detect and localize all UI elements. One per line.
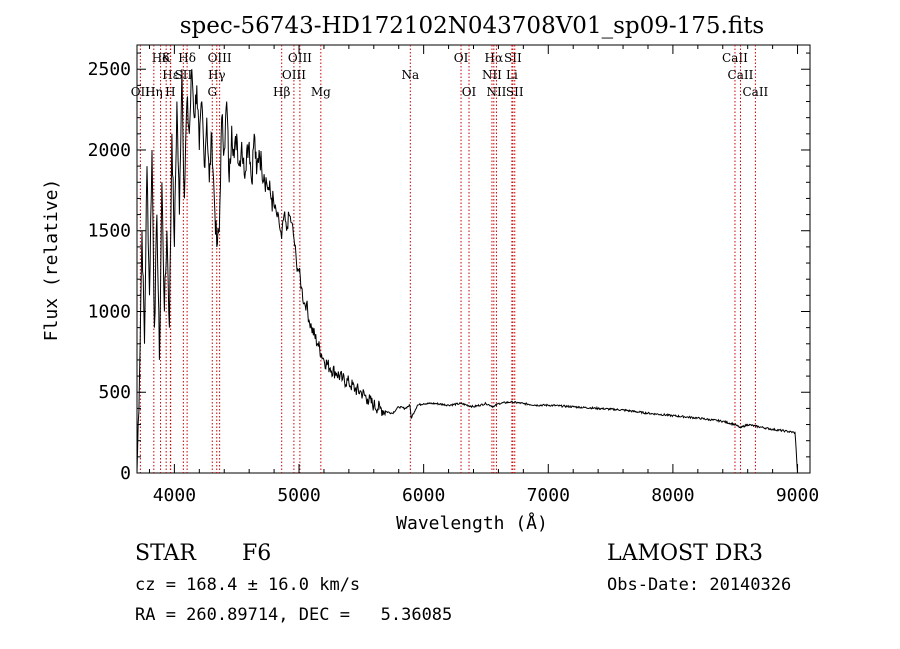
line-label: Hα: [485, 51, 504, 65]
y-tick-label: 1500: [88, 221, 131, 242]
line-label: CaII: [728, 68, 754, 82]
line-label: OI: [462, 85, 477, 99]
line-label: H: [165, 85, 175, 99]
plot-frame: [136, 44, 811, 474]
line-label: CaII: [722, 51, 748, 65]
x-axis-label: Wavelength (Å): [396, 512, 548, 534]
line-label: Hγ: [208, 68, 226, 82]
y-tick-label: 0: [120, 463, 131, 484]
x-tick-label: 8000: [651, 485, 694, 506]
line-label: Na: [401, 68, 419, 82]
line-label: Hε: [162, 68, 179, 82]
line-label: G: [207, 85, 217, 99]
redshift-text: cz = 168.4 ± 16.0 km/s: [135, 575, 360, 595]
coordinates: RA = 260.89714, DEC = 5.36085: [135, 605, 452, 625]
line-label: Hδ: [152, 51, 170, 65]
line-label: OIII: [282, 68, 306, 82]
x-tick-label: 6000: [402, 485, 445, 506]
y-tick-label: 1000: [88, 301, 131, 322]
x-axis-ticks: 4000 5000 6000 7000 8000 9000: [148, 45, 819, 506]
x-tick-label: 7000: [527, 485, 570, 506]
line-label: OII: [131, 85, 151, 99]
spectrum-line: [136, 69, 798, 474]
y-tick-label: 500: [98, 382, 131, 403]
line-label: OI: [454, 51, 469, 65]
x-tick-label: 9000: [776, 485, 819, 506]
object-type: STAR: [135, 541, 197, 566]
line-label: Li: [506, 68, 518, 82]
line-label: K: [162, 51, 172, 65]
chart-title: spec-56743-HD172102N043708V01_sp09-175.f…: [180, 13, 765, 39]
y-tick-label: 2000: [88, 140, 131, 161]
y-tick-label: 2500: [88, 59, 131, 80]
x-tick-label: 5000: [277, 485, 320, 506]
line-label: Hδ: [178, 51, 196, 65]
survey-name: LAMOST DR3: [607, 541, 763, 566]
line-label: SII: [506, 85, 524, 99]
line-label: OIII: [288, 51, 312, 65]
line-label: Mg: [311, 85, 331, 99]
line-label: Hβ: [273, 85, 290, 99]
line-label: SII: [175, 68, 193, 82]
line-label: CaII: [742, 85, 768, 99]
y-axis-label: Flux (relative): [41, 179, 62, 342]
line-label: OIII: [208, 51, 232, 65]
line-label: NII: [482, 68, 502, 82]
obs-date: Obs-Date: 20140326: [607, 575, 791, 595]
subclass: F6: [242, 541, 271, 566]
y-axis-ticks: 0 500 1000 1500 2000 2500: [88, 52, 810, 484]
line-label: SII: [504, 51, 522, 65]
line-label: NII: [486, 85, 506, 99]
x-tick-label: 4000: [153, 485, 196, 506]
line-label: Hη: [145, 85, 163, 99]
